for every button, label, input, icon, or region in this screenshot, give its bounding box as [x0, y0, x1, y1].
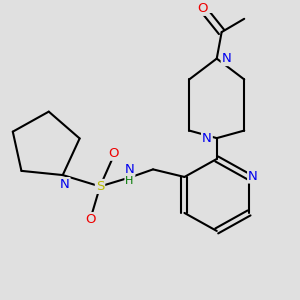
Text: N: N [248, 169, 258, 182]
Text: N: N [222, 52, 231, 65]
Text: O: O [109, 147, 119, 160]
Text: O: O [197, 2, 207, 15]
Text: H: H [125, 176, 134, 186]
Text: N: N [60, 178, 70, 191]
Text: S: S [96, 180, 104, 193]
Text: O: O [85, 213, 95, 226]
Text: N: N [202, 132, 212, 145]
Text: N: N [124, 163, 134, 176]
